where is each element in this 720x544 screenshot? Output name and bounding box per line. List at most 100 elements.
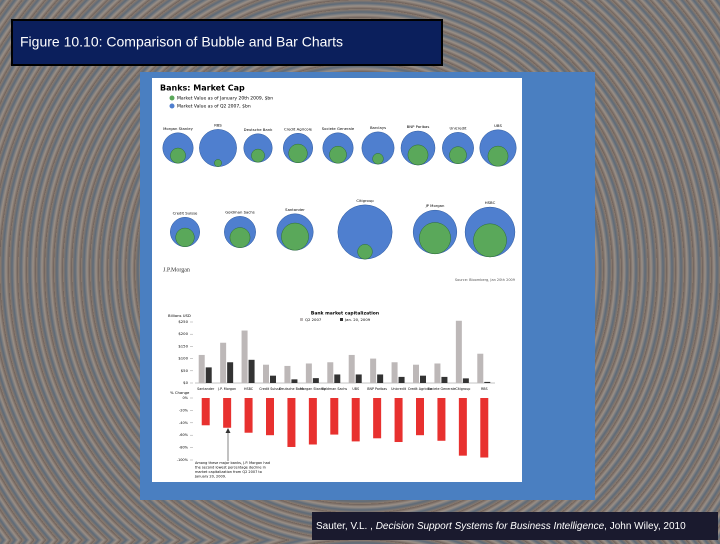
legend-swatch (169, 103, 175, 109)
x-tick-label: HSBC (244, 387, 254, 391)
bubble-2009 (329, 145, 347, 164)
bar (205, 367, 212, 383)
bar (355, 374, 362, 383)
bar (334, 374, 341, 383)
y-tick-label: $200 (178, 331, 188, 336)
bar (241, 330, 248, 383)
bar (370, 358, 377, 383)
y-axis-label: Billions USD (168, 313, 191, 318)
bank-label: BNP Paribas (407, 124, 430, 129)
arrow-head (225, 428, 231, 433)
bank-label: Morgan Stanley (163, 126, 193, 131)
bubble-2009 (214, 159, 222, 167)
legend-label: Jan. 20, 2009 (344, 317, 371, 322)
bar (413, 364, 419, 383)
x-tick-label: Morgan Stanley (300, 387, 326, 391)
bubble-2009 (449, 146, 467, 164)
change-tick-label: -60% (179, 433, 189, 437)
x-tick-label: Credit Agricole (408, 387, 432, 391)
bar (434, 363, 441, 383)
change-tick-label: 0% (182, 396, 188, 400)
y-tick-label: $0 (183, 380, 188, 385)
change-bar (458, 398, 467, 456)
bar (305, 363, 312, 383)
bar (220, 342, 227, 383)
change-bar (480, 398, 489, 458)
bar (420, 375, 426, 383)
bubble-2009 (419, 222, 451, 255)
change-label: % Change (170, 390, 190, 395)
bank-label: UBS (494, 123, 502, 128)
x-tick-label: BNP Paribas (367, 387, 387, 391)
title-box (11, 19, 443, 66)
bubble-2009 (357, 244, 373, 260)
bar (441, 376, 448, 383)
annotation: Among these major banks, J.P. Morgan had (195, 461, 270, 465)
bank-label: Credit Agricole (284, 126, 313, 131)
bank-label: Deutsche Bank (244, 127, 274, 132)
bar (455, 320, 462, 383)
bar (348, 354, 355, 383)
bar (227, 362, 234, 383)
bank-label: Credit Suisse (173, 210, 198, 215)
x-tick-label: Deutsche Bank (279, 387, 304, 391)
legend-label: Market Value as of Q2 2007, $bn (177, 104, 251, 110)
legend-label: Market Value as of January 20th 2009, $b… (177, 96, 273, 102)
bar (327, 362, 334, 383)
change-bar (373, 398, 382, 439)
x-tick-label: Credit Suisse (259, 387, 281, 391)
change-tick-label: -80% (179, 446, 189, 450)
bubble-2009 (473, 223, 507, 258)
bank-label: Citigroup (356, 198, 374, 203)
x-tick-label: Santander (197, 387, 215, 391)
y-tick-label: $150 (178, 343, 188, 348)
change-bar (244, 398, 253, 433)
annotation: the second lowest percentage decline in (195, 466, 266, 470)
bubble-2009 (170, 147, 186, 164)
bubble-2009 (229, 227, 251, 248)
slide-title: Figure 10.10: Comparison of Bubble and B… (20, 34, 343, 50)
legend-swatch (300, 318, 303, 321)
legend-swatch (340, 318, 343, 321)
annotation: market capitalization from Q2 2007 to (195, 470, 262, 474)
x-tick-label: Citigroup (455, 387, 470, 391)
bar (477, 353, 484, 383)
change-tick-label: -40% (179, 421, 189, 425)
bubble-2009 (407, 144, 429, 166)
bar (248, 359, 255, 383)
bar (291, 379, 298, 383)
bar (284, 365, 291, 383)
x-tick-label: RBS (481, 387, 488, 391)
citation-author: Sauter, V.L. , (316, 521, 376, 532)
x-tick-label: UBS (352, 387, 359, 391)
change-bar (223, 398, 232, 428)
bank-label: RBS (214, 122, 222, 127)
bank-label: HSBC (485, 200, 496, 205)
citation-publisher: , John Wiley, 2010 (604, 521, 686, 532)
x-tick-label: J.P. Morgan (217, 387, 236, 391)
bar (391, 362, 398, 383)
bubble-2009 (281, 222, 309, 251)
bank-label: Barclays (370, 125, 386, 130)
bar (312, 378, 319, 383)
bubble-title: Banks: Market Cap (160, 84, 245, 93)
bar-title: Bank market capitalization (311, 311, 379, 317)
change-bar (330, 398, 339, 435)
bar (484, 381, 491, 383)
legend-swatch (169, 95, 175, 101)
source: Source: Bloomberg, Jan 20th 2009 (455, 278, 515, 282)
change-bar (351, 398, 360, 442)
bubble-2009 (251, 148, 265, 163)
bubble-2009 (487, 145, 509, 167)
y-tick-label: $100 (178, 356, 188, 361)
bar (270, 375, 276, 383)
bubble-2009 (288, 143, 308, 163)
change-bar (416, 398, 424, 436)
bar (263, 364, 269, 383)
x-tick-label: Goldman Sachs (321, 387, 347, 391)
logo: J.P.Morgan (163, 267, 190, 273)
citation-book: Decision Support Systems for Business In… (376, 521, 605, 532)
change-bar (287, 398, 296, 447)
change-bar (394, 398, 403, 443)
